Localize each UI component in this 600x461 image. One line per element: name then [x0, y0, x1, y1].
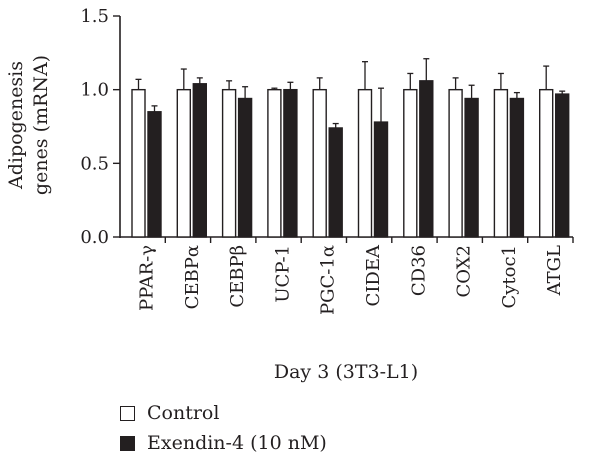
- bar-1-2: [237, 97, 253, 238]
- y-tick-label-3: 1.5: [80, 6, 109, 27]
- legend-label-control: Control: [147, 402, 220, 424]
- bar-0-2: [221, 88, 237, 238]
- bar-0-8: [493, 88, 509, 238]
- x-axis-label: Day 3 (3T3-L1): [274, 361, 418, 383]
- x-tick-label-2: CEBPβ: [227, 245, 248, 308]
- y-tick-label-2: 1.0: [80, 80, 109, 101]
- bar-1-3: [283, 88, 298, 238]
- bar-1-1: [192, 83, 208, 238]
- x-tick-label-3: UCP-1: [272, 245, 293, 303]
- bar-1-5: [373, 121, 389, 238]
- bar-1-4: [328, 127, 343, 238]
- y-axis-label-line2: genes (mRNA): [30, 55, 52, 195]
- bar-chart: Adipogenesis genes (mRNA) Day 3 (3T3-L1)…: [5, 6, 574, 383]
- y-tick-label-1: 0.5: [80, 153, 109, 174]
- x-tick-label-4: PGC-1α: [318, 245, 339, 315]
- bar-0-1: [176, 88, 192, 238]
- x-tick-label-5: CIDEA: [363, 244, 384, 306]
- bar-0-3: [267, 88, 282, 238]
- bar-1-0: [147, 111, 162, 238]
- y-axis-label-line1: Adipogenesis: [5, 61, 27, 190]
- legend-label-exendin: Exendin-4 (10 nM): [147, 432, 327, 454]
- x-tick-label-9: ATGL: [544, 245, 565, 296]
- bar-1-9: [555, 93, 570, 238]
- legend-swatch-exendin: [120, 435, 135, 451]
- bar-0-7: [448, 88, 463, 238]
- bar-0-4: [312, 88, 327, 238]
- legend-item-control: Control: [120, 398, 327, 428]
- legend: Control Exendin-4 (10 nM): [120, 398, 327, 458]
- legend-item-exendin: Exendin-4 (10 nM): [120, 428, 327, 458]
- bar-1-8: [509, 97, 525, 238]
- x-tick-label-1: CEBPα: [182, 245, 203, 309]
- bar-1-7: [464, 97, 479, 238]
- bar-1-6: [419, 80, 434, 238]
- bar-0-0: [131, 88, 146, 238]
- x-tick-label-7: COX2: [454, 245, 475, 297]
- bar-0-6: [403, 88, 418, 238]
- y-tick-label-0: 0.0: [80, 227, 109, 248]
- bar-0-5: [357, 88, 373, 238]
- bar-0-9: [539, 88, 554, 238]
- x-tick-label-6: CD36: [408, 245, 429, 296]
- x-tick-label-8: Cytoc1: [499, 245, 520, 309]
- x-tick-label-0: PPAR-γ: [137, 245, 158, 311]
- legend-swatch-control: [120, 405, 135, 421]
